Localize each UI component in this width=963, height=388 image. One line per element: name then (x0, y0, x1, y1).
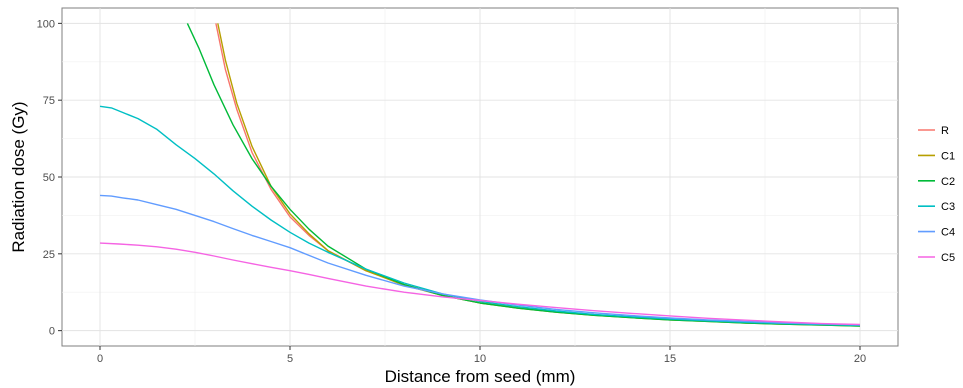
y-tick-label: 25 (43, 249, 55, 261)
series-line-c5 (99, 242, 861, 326)
x-tick-label: 15 (664, 353, 676, 365)
legend: R C1 C2 C3 C4 C5 (918, 125, 955, 264)
x-tick-label: 20 (854, 353, 866, 365)
x-axis: 0 5 10 15 20 (97, 346, 866, 365)
y-tick-label: 100 (37, 18, 55, 30)
y-axis-title: Radiation dose (Gy) (9, 101, 28, 252)
x-tick-label: 5 (287, 353, 293, 365)
legend-label-r: R (941, 125, 949, 137)
y-axis: 0 25 50 75 100 (37, 18, 62, 338)
y-tick-label: 50 (43, 172, 55, 184)
legend-label-c4: C4 (941, 227, 955, 239)
series-lines (99, 23, 861, 327)
x-tick-label: 0 (97, 353, 103, 365)
series-line-c4 (99, 194, 861, 326)
x-tick-label: 10 (474, 353, 486, 365)
series-line-c3 (99, 105, 861, 327)
y-tick-label: 75 (43, 95, 55, 107)
x-axis-title: Distance from seed (mm) (385, 367, 576, 386)
legend-label-c1: C1 (941, 150, 955, 162)
y-tick-label: 0 (49, 326, 55, 338)
legend-label-c5: C5 (941, 252, 955, 264)
legend-label-c2: C2 (941, 176, 955, 188)
legend-label-c3: C3 (941, 201, 955, 213)
grid (62, 8, 898, 346)
